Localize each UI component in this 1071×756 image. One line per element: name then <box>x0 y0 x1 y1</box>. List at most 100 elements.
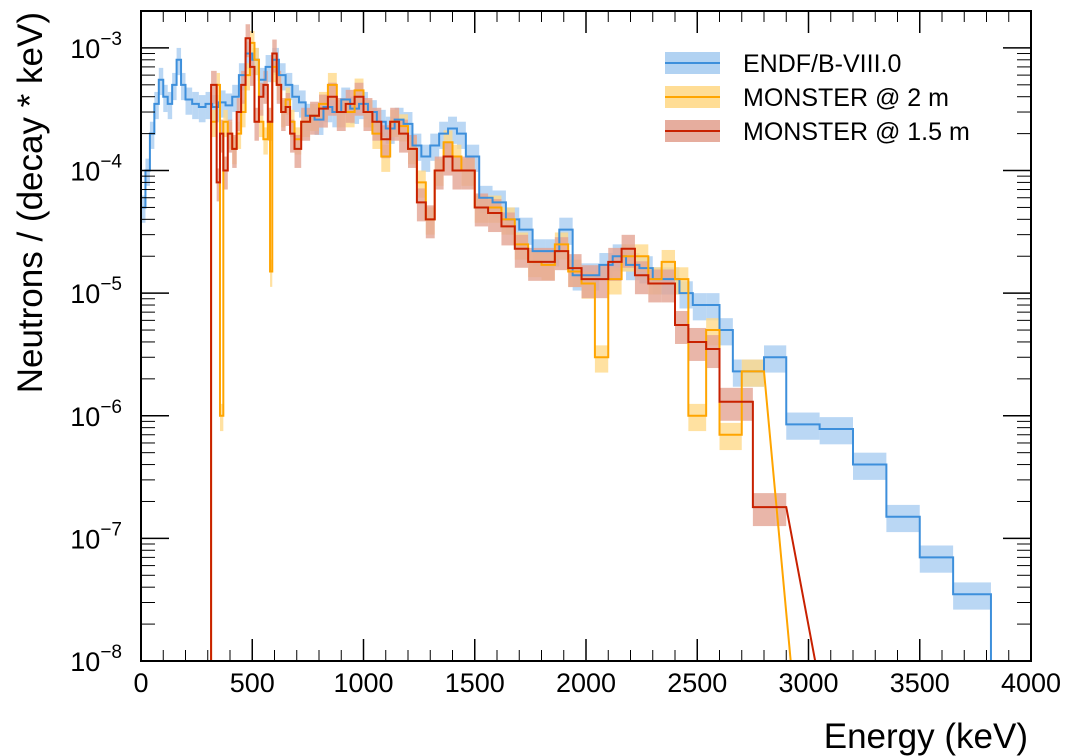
series-0-band-24 <box>278 63 286 91</box>
y-tick-label: 10−3 <box>70 29 122 64</box>
legend-label-0: ENDF/B-VIII.0 <box>743 50 901 78</box>
series-2-band-1 <box>216 168 220 202</box>
series-0-band-69 <box>786 412 820 440</box>
series-2-band-7 <box>241 70 246 104</box>
x-tick-label: 3000 <box>778 668 838 698</box>
series-2-band-27 <box>363 98 373 132</box>
series-0-band-63 <box>692 293 707 321</box>
series-0-band-27 <box>298 90 306 118</box>
series-0-band-9 <box>181 72 186 101</box>
series-0-band-42 <box>430 133 440 161</box>
series-1-band-2 <box>219 403 224 432</box>
y-tick-label: 10−5 <box>70 274 122 309</box>
series-0-band-1 <box>145 158 150 186</box>
series-2-band-52 <box>648 269 662 303</box>
series-2-band-41 <box>501 212 515 246</box>
series-2-band-60 <box>775 493 787 527</box>
series-0-band-14 <box>212 95 219 123</box>
series-2-band-18 <box>290 119 295 153</box>
series-2-band-3 <box>223 156 228 190</box>
series-1-band-30 <box>381 144 391 172</box>
series-0-band-10 <box>185 87 193 115</box>
series-0-band-16 <box>225 93 233 121</box>
series-0-band-3 <box>154 91 159 120</box>
series-1-band-8 <box>245 63 251 91</box>
series-2-band-9 <box>250 52 255 86</box>
series-2-band-8 <box>245 24 251 58</box>
series-2-band-33 <box>416 188 426 222</box>
series-lines <box>141 37 992 661</box>
series-1-band-14 <box>270 259 273 287</box>
series-2-band-23 <box>327 82 337 116</box>
series-0-band-15 <box>218 90 226 118</box>
series-2-band-48 <box>594 265 609 299</box>
series-0-band-6 <box>167 91 173 120</box>
y-axis-ticks: 10−8 10−7 10−6 10−5 10−4 10−3 <box>70 10 1031 677</box>
series-2-band-24 <box>336 98 346 132</box>
series-2-band-20 <box>301 107 311 141</box>
series-1-band-0 <box>211 109 217 138</box>
series-2-band-36 <box>443 142 453 176</box>
series-0-band-5 <box>163 84 168 113</box>
legend: ENDF/B-VIII.0 MONSTER @ 2 m MONSTER @ 1.5 … <box>665 50 970 146</box>
series-1-band-9 <box>250 30 255 59</box>
series-0-band-12 <box>198 95 206 123</box>
series-0-band-41 <box>421 144 431 172</box>
series-0-band-25 <box>285 72 293 101</box>
series-2-band-47 <box>581 265 595 299</box>
series-2-band-59 <box>752 493 776 527</box>
series-2-band-11 <box>258 82 264 116</box>
legend-label-2: MONSTER @ 1.5 m <box>743 118 970 146</box>
series-2-band-38 <box>461 156 475 190</box>
series-0-band-11 <box>192 91 199 120</box>
series-0-band-40 <box>412 133 422 161</box>
series-line-2 <box>210 37 817 661</box>
series-2-band-17 <box>285 92 291 126</box>
series-1-band-58 <box>719 422 742 451</box>
series-0-band-4 <box>158 67 164 96</box>
series-0-band-0 <box>141 195 146 223</box>
series-0-band-2 <box>149 121 155 149</box>
series-1-band-6 <box>236 121 242 149</box>
series-1-band-59 <box>741 359 764 387</box>
y-tick-label: 10−6 <box>70 397 122 432</box>
x-tick-label: 2000 <box>556 668 616 698</box>
series-2-band-4 <box>227 119 233 153</box>
series-2-band-42 <box>514 234 529 268</box>
series-2-band-53 <box>661 269 675 303</box>
series-0-band-43 <box>439 121 449 149</box>
series-2-band-40 <box>488 199 502 233</box>
y-tick-label: 10−4 <box>70 152 122 187</box>
x-tick-label: 1500 <box>445 668 505 698</box>
series-1-band-34 <box>416 170 426 198</box>
y-tick-label: 10−8 <box>70 642 122 677</box>
series-2-band-37 <box>452 156 462 190</box>
series-1-band-3 <box>223 109 228 138</box>
x-axis-title: Energy (keV) <box>824 717 1028 756</box>
series-0-band-17 <box>232 84 239 113</box>
series-2-band-54 <box>675 311 689 344</box>
series-0-band-8 <box>176 47 182 76</box>
series-0-band-45 <box>456 121 466 149</box>
series-1-band-56 <box>688 403 707 432</box>
series-2-band-26 <box>354 82 364 116</box>
series-0-band-71 <box>853 452 887 480</box>
x-tick-label: 3500 <box>890 668 950 698</box>
series-2-band-14 <box>272 39 277 73</box>
series-1-band-55 <box>675 267 689 295</box>
series-2-band-2 <box>219 119 224 153</box>
series-1-band-10 <box>254 47 259 76</box>
series-2-band-43 <box>528 247 542 281</box>
legend-label-1: MONSTER @ 2 m <box>743 84 949 112</box>
series-2-band-31 <box>399 119 408 153</box>
series-0-band-26 <box>292 84 299 113</box>
series-2-band-50 <box>621 234 635 268</box>
x-tick-label: 2500 <box>667 668 727 698</box>
series-2-band-28 <box>372 107 382 141</box>
series-0-band-68 <box>764 345 787 373</box>
series-2-band-51 <box>634 261 649 295</box>
x-tick-label: 1000 <box>333 668 393 698</box>
x-tick-label: 0 <box>133 668 148 698</box>
x-axis-ticks: 0 500 1000 1500 2000 2500 3000 3500 4000 <box>133 11 1061 698</box>
